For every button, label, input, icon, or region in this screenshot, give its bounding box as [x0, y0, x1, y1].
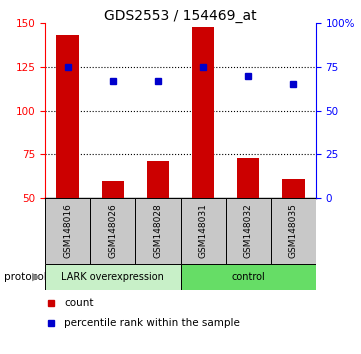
Bar — [101, 181, 124, 198]
Bar — [56, 35, 79, 198]
Bar — [282, 179, 305, 198]
Text: GSM148032: GSM148032 — [244, 204, 253, 258]
Text: control: control — [231, 272, 265, 282]
Text: count: count — [64, 298, 93, 308]
Bar — [180, 198, 226, 264]
Bar — [147, 161, 169, 198]
Text: ▶: ▶ — [32, 272, 40, 282]
Text: GSM148035: GSM148035 — [289, 204, 298, 258]
Text: LARK overexpression: LARK overexpression — [61, 272, 164, 282]
Bar — [180, 264, 316, 290]
Bar — [271, 198, 316, 264]
Text: percentile rank within the sample: percentile rank within the sample — [64, 318, 240, 329]
Bar — [237, 158, 260, 198]
Text: GDS2553 / 154469_at: GDS2553 / 154469_at — [104, 9, 257, 23]
Bar — [192, 27, 214, 198]
Bar — [135, 198, 180, 264]
Bar — [45, 198, 90, 264]
Text: GSM148026: GSM148026 — [108, 204, 117, 258]
Text: GSM148031: GSM148031 — [199, 204, 208, 258]
Bar — [90, 198, 135, 264]
Text: GSM148028: GSM148028 — [153, 204, 162, 258]
Text: GSM148016: GSM148016 — [63, 204, 72, 258]
Bar — [45, 264, 180, 290]
Text: protocol: protocol — [4, 272, 46, 282]
Bar — [226, 198, 271, 264]
